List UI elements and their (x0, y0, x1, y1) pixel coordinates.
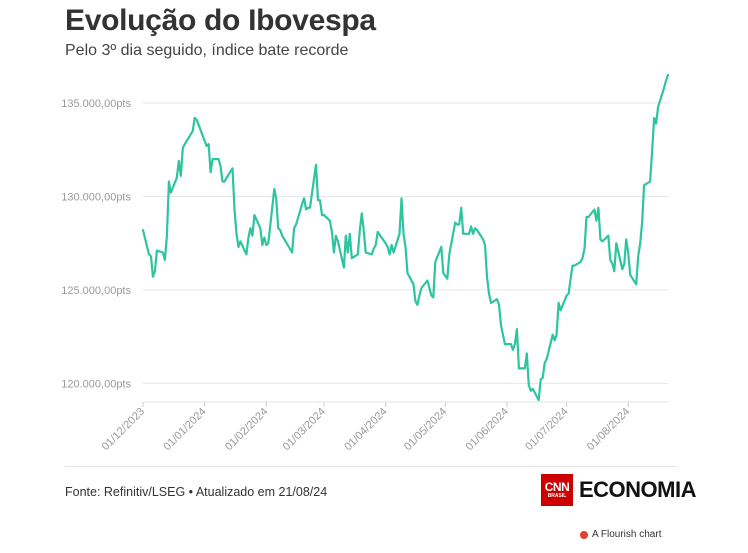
x-tick-label: 01/07/2024 (523, 406, 570, 453)
y-tick-label: 135.000,00pts (61, 98, 131, 110)
x-tick-label: 01/12/2023 (100, 406, 147, 453)
x-tick-label: 01/02/2024 (223, 406, 270, 453)
x-tick-label: 01/04/2024 (342, 406, 389, 453)
flourish-credit-link[interactable]: A Flourish chart (580, 529, 661, 540)
footer-divider (65, 466, 677, 467)
ibovespa-series-line (141, 73, 670, 402)
economia-wordmark: ECONOMIA (579, 477, 697, 502)
y-tick-label: 130.000,00pts (61, 191, 131, 203)
x-tick-label: 01/08/2024 (585, 406, 632, 453)
chart-card (54, 0, 679, 520)
flourish-icon (580, 530, 588, 539)
source-note: Fonte: Refinitiv/LSEG • Atualizado em 21… (65, 485, 328, 499)
x-tick-label: 01/01/2024 (161, 406, 208, 453)
flourish-credit-text: A Flourish chart (592, 529, 662, 540)
x-tick-label: 01/05/2024 (402, 406, 449, 453)
chart-title: Evolução do Ibovespa (65, 4, 376, 37)
x-tick-label: 01/06/2024 (464, 406, 511, 453)
y-tick-label: 125.000,00pts (61, 285, 131, 297)
cnn-badge-subtext: BRASIL (547, 493, 567, 499)
cnn-economia-logo[interactable]: CNN BRASIL ECONOMIA (541, 474, 697, 506)
y-tick-label: 120.000,00pts (61, 378, 131, 390)
line-chart: 120.000,00pts 125.000,00pts 130.000,00pts 1… (61, 73, 670, 453)
cnn-badge: CNN BRASIL (541, 474, 573, 506)
chart-subtitle: Pelo 3º dia seguido, índice bate recorde (65, 42, 349, 59)
x-tick-label: 01/03/2024 (281, 406, 328, 453)
cnn-badge-text: CNN (544, 480, 570, 494)
